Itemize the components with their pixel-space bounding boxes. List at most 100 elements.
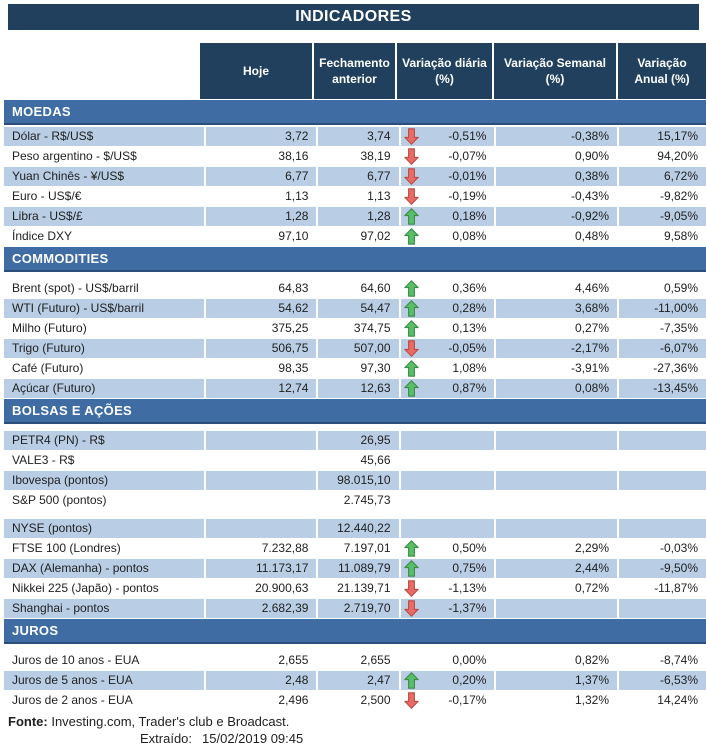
cell-indicator: Peso argentino - $/US$ — [4, 147, 204, 166]
cell-indicator-value: Açúcar (Futuro) — [12, 381, 96, 395]
cell-variacao-diaria-value: -0,05% — [448, 341, 487, 355]
cell-fechamento-value: 2.745,73 — [343, 493, 391, 507]
cell-variacao-semanal — [496, 599, 618, 618]
cell-indicator-value: Euro - US$/€ — [12, 189, 82, 203]
footer: Fonte: Investing.com, Trader's club e Br… — [0, 713, 706, 747]
cell-variacao-anual-value: -6,07% — [659, 341, 698, 355]
table-row: DAX (Alemanha) - pontos 11.173,17 11.089,7… — [4, 559, 706, 578]
cell-variacao-anual: -9,82% — [619, 187, 706, 206]
section-gap — [4, 644, 706, 651]
cell-indicator: Índice DXY — [4, 227, 204, 246]
cell-fechamento: 12,63 — [318, 379, 399, 398]
cell-indicator-value: Dólar - R$/US$ — [12, 129, 94, 143]
cell-fechamento: 38,19 — [318, 147, 398, 166]
cell-variacao-semanal: 2,29% — [496, 539, 617, 558]
cell-indicator-value: WTI (Futuro) - US$/barril — [12, 301, 145, 315]
cell-variacao-diaria: -1,13% — [401, 579, 495, 598]
cell-indicator: Shanghai - pontos — [4, 599, 204, 618]
cell-variacao-semanal: 1,32% — [496, 691, 617, 710]
cell-variacao-anual: -8,74% — [619, 651, 706, 670]
cell-variacao-semanal — [496, 451, 617, 470]
cell-variacao-diaria-value: 0,18% — [452, 209, 487, 223]
table-row: Nikkei 225 (Japão) - pontos 20.900,63 21.1… — [4, 579, 706, 598]
cell-variacao-anual-value: 15,17% — [657, 129, 698, 143]
cell-hoje: 506,75 — [205, 339, 317, 358]
up-arrow-icon — [403, 380, 419, 397]
cell-variacao-semanal-value: 3,68% — [574, 301, 610, 315]
table-row: Juros de 2 anos - EUA 2,496 2,500 -0,17% 1,3… — [4, 691, 706, 710]
cell-variacao-diaria-value: 0,87% — [452, 381, 487, 395]
cell-variacao-semanal: 0,38% — [496, 167, 618, 186]
cell-variacao-semanal: 0,82% — [496, 651, 617, 670]
down-arrow-icon — [403, 128, 419, 145]
cell-variacao-diaria: 0,18% — [400, 207, 495, 226]
cell-indicator: WTI (Futuro) - US$/barril — [4, 299, 204, 318]
cell-variacao-diaria: 0,13% — [401, 319, 495, 338]
cell-fechamento: 2.719,70 — [318, 599, 399, 618]
cell-variacao-semanal-value: 1,37% — [574, 673, 610, 687]
cell-variacao-anual: -0,03% — [619, 539, 706, 558]
cell-variacao-diaria-value: -0,07% — [448, 149, 487, 163]
cell-hoje — [205, 431, 317, 450]
cell-variacao-semanal: -2,17% — [496, 339, 618, 358]
cell-variacao-diaria: 0,08% — [401, 227, 495, 246]
cell-hoje-value: 375,25 — [271, 321, 309, 335]
cell-indicator: Trigo (Futuro) — [4, 339, 204, 358]
cell-variacao-diaria-value: 0,13% — [452, 321, 487, 335]
cell-variacao-diaria: 0,36% — [401, 279, 495, 298]
section-header-commodities: COMMODITIES — [4, 247, 706, 272]
cell-indicator: Dólar - R$/US$ — [4, 127, 204, 146]
cell-indicator: Nikkei 225 (Japão) - pontos — [4, 579, 204, 598]
cell-variacao-diaria: -0,17% — [401, 691, 495, 710]
cell-hoje — [205, 471, 317, 490]
cell-indicator-value: Ibovespa (pontos) — [12, 473, 109, 487]
cell-hoje: 2,48 — [205, 671, 317, 690]
table-row: WTI (Futuro) - US$/barril 54,62 54,47 0,28%… — [4, 299, 706, 318]
table-row: Brent (spot) - US$/barril 64,83 64,60 0,36%… — [4, 279, 706, 298]
cell-hoje-value: 20.900,63 — [255, 581, 309, 595]
cell-variacao-semanal-value: 0,38% — [574, 169, 610, 183]
cell-variacao-anual: -7,35% — [619, 319, 706, 338]
cell-hoje: 2,496 — [206, 691, 317, 710]
cell-variacao-semanal-value: -0,92% — [570, 209, 610, 223]
cell-indicator: S&P 500 (pontos) — [4, 491, 204, 510]
cell-fechamento: 98.015,10 — [318, 471, 399, 490]
cell-variacao-diaria: 0,75% — [400, 559, 495, 578]
section-gap — [4, 424, 706, 431]
cell-variacao-anual: -27,36% — [619, 359, 706, 378]
cell-variacao-semanal — [496, 519, 618, 538]
cell-indicator-value: Milho (Futuro) — [12, 321, 87, 335]
section-header-moedas: MOEDAS — [4, 100, 706, 125]
cell-indicator-value: Trigo (Futuro) — [12, 341, 85, 355]
cell-indicator-value: PETR4 (PN) - R$ — [12, 433, 105, 447]
cell-variacao-anual-value: -13,45% — [653, 381, 698, 395]
cell-fechamento: 2,47 — [318, 671, 399, 690]
cell-indicator: VALE3 - R$ — [4, 451, 204, 470]
cell-variacao-semanal: 2,44% — [496, 559, 618, 578]
header-label-spacer — [4, 43, 198, 99]
cell-variacao-semanal-value: 0,08% — [574, 381, 610, 395]
cell-fechamento: 7.197,01 — [318, 539, 398, 558]
cell-hoje: 54,62 — [205, 299, 317, 318]
cell-variacao-diaria: 0,28% — [400, 299, 495, 318]
cell-variacao-anual: 15,17% — [619, 127, 706, 146]
cell-variacao-semanal: 0,08% — [496, 379, 618, 398]
cell-hoje-value: 2,496 — [278, 693, 309, 707]
cell-variacao-anual-value: -6,53% — [659, 673, 698, 687]
cell-variacao-anual-value: -7,35% — [659, 321, 698, 335]
up-arrow-icon — [403, 320, 419, 337]
cell-variacao-diaria-value: 0,50% — [452, 541, 487, 555]
table-row: PETR4 (PN) - R$ 26,95 — [4, 431, 706, 450]
cell-variacao-semanal-value: -3,91% — [570, 361, 610, 375]
cell-variacao-anual: 6,72% — [619, 167, 706, 186]
down-arrow-icon — [403, 188, 419, 205]
cell-hoje: 97,10 — [206, 227, 317, 246]
cell-variacao-anual: 14,24% — [619, 691, 706, 710]
cell-variacao-semanal-value: -2,17% — [570, 341, 610, 355]
cell-variacao-semanal: -0,38% — [496, 127, 618, 146]
cell-fechamento-value: 98.015,10 — [337, 473, 391, 487]
cell-variacao-semanal: 0,72% — [496, 579, 617, 598]
source-line: Fonte: Investing.com, Trader's club e Br… — [8, 713, 706, 730]
section-gap — [4, 272, 706, 279]
up-arrow-icon — [403, 228, 419, 245]
